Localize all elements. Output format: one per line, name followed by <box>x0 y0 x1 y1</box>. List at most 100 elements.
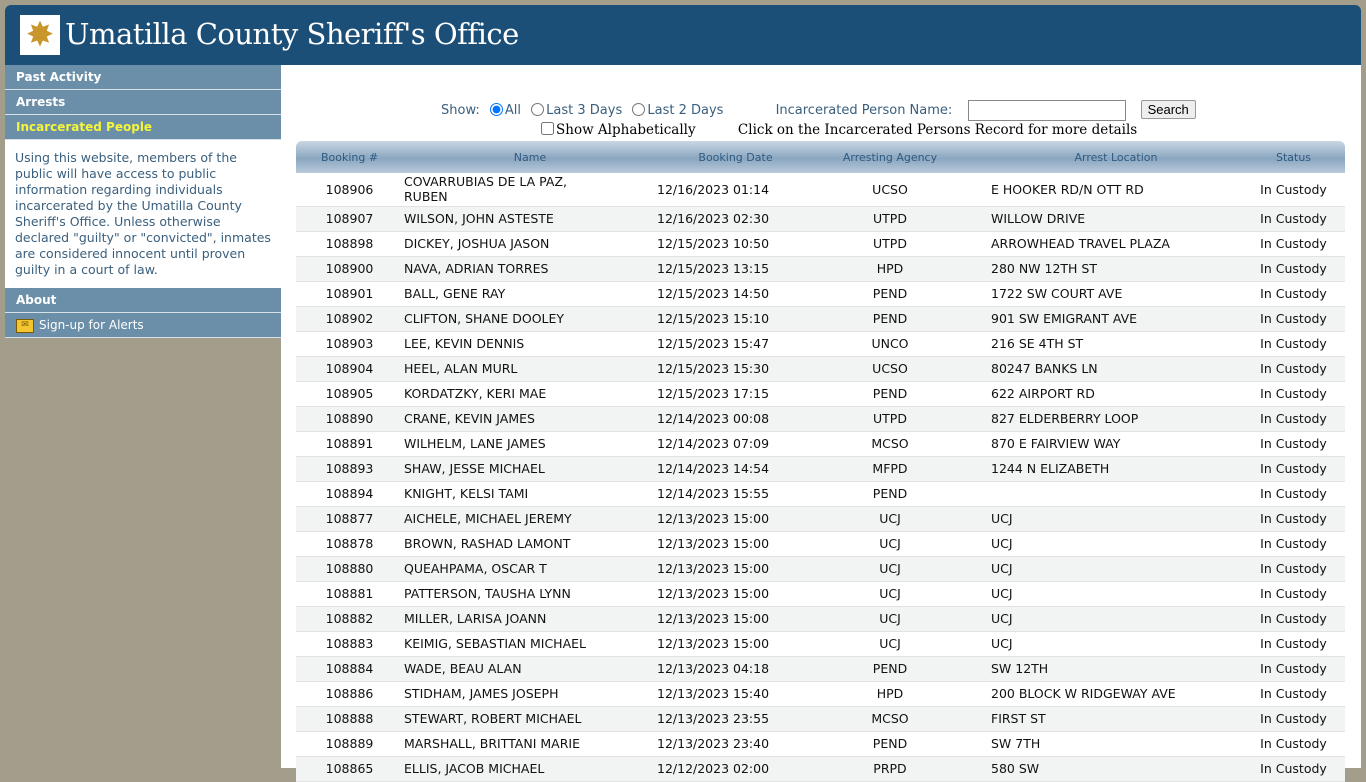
main-content: Show: All Last 3 Days Last 2 Days Incarc… <box>281 65 1361 782</box>
cell-arresting-agency: HPD <box>814 681 966 707</box>
cell-booking-number: 108886 <box>296 681 403 707</box>
table-row[interactable]: 108903 LEE, KEVIN DENNIS 12/15/2023 15:47 U… <box>296 331 1345 357</box>
cell-status: In Custody <box>1242 631 1345 657</box>
cell-arrest-location: 901 SW EMIGRANT AVE <box>966 306 1242 332</box>
cell-arresting-agency: MCSO <box>814 706 966 732</box>
table-row[interactable]: 108881 PATTERSON, TAUSHA LYNN 12/13/2023 1… <box>296 581 1345 607</box>
cell-booking-number: 108865 <box>296 756 403 782</box>
cell-arresting-agency: UCJ <box>814 506 966 532</box>
column-header-arresting-agency[interactable]: Arresting Agency <box>814 141 966 173</box>
table-row[interactable]: 108886 STIDHAM, JAMES JOSEPH 12/13/2023 15… <box>296 681 1345 707</box>
show-alphabetically-label: Show Alphabetically <box>556 122 696 138</box>
table-row[interactable]: 108884 WADE, BEAU ALAN 12/13/2023 04:18 PEN… <box>296 656 1345 682</box>
show-alphabetically-checkbox[interactable] <box>541 122 554 135</box>
search-button[interactable]: Search <box>1140 100 1196 119</box>
cell-booking-number: 108888 <box>296 706 403 732</box>
name-label: Incarcerated Person Name: <box>775 103 953 118</box>
table-row[interactable]: 108902 CLIFTON, SHANE DOOLEY 12/15/2023 15… <box>296 306 1345 332</box>
site-title: Umatilla County Sheriff's Office <box>65 17 519 51</box>
cell-status: In Custody <box>1242 431 1345 457</box>
cell-arresting-agency: PRPD <box>814 756 966 782</box>
table-row[interactable]: 108901 BALL, GENE RAY 12/15/2023 14:50 PEND… <box>296 281 1345 307</box>
cell-arresting-agency: UNCO <box>814 331 966 357</box>
cell-arrest-location: FIRST ST <box>966 706 1242 732</box>
table-row[interactable]: 108906 COVARRUBIAS DE LA PAZ, RUBEN 12/16/… <box>296 173 1345 207</box>
cell-arrest-location: SW 12TH <box>966 656 1242 682</box>
cell-booking-number: 108882 <box>296 606 403 632</box>
cell-arrest-location: UCJ <box>966 556 1242 582</box>
table-row[interactable]: 108890 CRANE, KEVIN JAMES 12/14/2023 00:08… <box>296 406 1345 432</box>
cell-name: AICHELE, MICHAEL JEREMY <box>403 506 657 532</box>
column-header-status[interactable]: Status <box>1242 141 1345 173</box>
cell-arresting-agency: UCJ <box>814 556 966 582</box>
sidebar-item-incarcerated-people[interactable]: Incarcerated People <box>5 115 281 140</box>
cell-arrest-location: UCJ <box>966 506 1242 532</box>
table-row[interactable]: 108891 WILHELM, LANE JAMES 12/14/2023 07:0… <box>296 431 1345 457</box>
table-row[interactable]: 108904 HEEL, ALAN MURL 12/15/2023 15:30 UCS… <box>296 356 1345 382</box>
cell-arrest-location: 200 BLOCK W RIDGEWAY AVE <box>966 681 1242 707</box>
table-row[interactable]: 108878 BROWN, RASHAD LAMONT 12/13/2023 15:… <box>296 531 1345 557</box>
column-header-name[interactable]: Name <box>403 141 657 173</box>
cell-booking-number: 108893 <box>296 456 403 482</box>
sidebar-item-alerts[interactable]: ✉ Sign-up for Alerts <box>5 313 281 338</box>
name-search-input[interactable] <box>968 100 1127 121</box>
cell-status: In Custody <box>1242 406 1345 432</box>
cell-name: COVARRUBIAS DE LA PAZ, RUBEN <box>403 173 657 207</box>
table-row[interactable]: 108888 STEWART, ROBERT MICHAEL 12/13/2023 … <box>296 706 1345 732</box>
cell-booking-date: 12/13/2023 15:00 <box>657 631 814 657</box>
cell-booking-date: 12/13/2023 15:00 <box>657 556 814 582</box>
cell-name: MARSHALL, BRITTANI MARIE <box>403 731 657 757</box>
cell-booking-number: 108905 <box>296 381 403 407</box>
info-text: Using this website, members of the publi… <box>5 140 281 288</box>
table-row[interactable]: 108907 WILSON, JOHN ASTESTE 12/16/2023 02:… <box>296 206 1345 232</box>
options-line: Show Alphabetically Click on the Incarce… <box>541 122 1137 138</box>
cell-booking-number: 108904 <box>296 356 403 382</box>
table-row[interactable]: 108898 DICKEY, JOSHUA JASON 12/15/2023 10:… <box>296 231 1345 257</box>
cell-arresting-agency: UCSO <box>814 173 966 207</box>
sidebar-item-past-activity[interactable]: Past Activity <box>5 65 281 90</box>
cell-booking-number: 108900 <box>296 256 403 282</box>
table-row[interactable]: 108877 AICHELE, MICHAEL JEREMY 12/13/2023 … <box>296 506 1345 532</box>
sidebar-item-arrests[interactable]: Arrests <box>5 90 281 115</box>
table-row[interactable]: 108880 QUEAHPAMA, OSCAR T 12/13/2023 15:00… <box>296 556 1345 582</box>
radio-last-3-days[interactable] <box>531 103 545 116</box>
table-row[interactable]: 108893 SHAW, JESSE MICHAEL 12/14/2023 14:5… <box>296 456 1345 482</box>
cell-status: In Custody <box>1242 756 1345 782</box>
cell-arresting-agency: MCSO <box>814 431 966 457</box>
cell-arresting-agency: UCJ <box>814 581 966 607</box>
column-header-booking-date[interactable]: Booking Date <box>657 141 814 173</box>
cell-arrest-location: UCJ <box>966 631 1242 657</box>
table-row[interactable]: 108889 MARSHALL, BRITTANI MARIE 12/13/2023… <box>296 731 1345 757</box>
cell-arrest-location: 827 ELDERBERRY LOOP <box>966 406 1242 432</box>
table-row[interactable]: 108882 MILLER, LARISA JOANN 12/13/2023 15:… <box>296 606 1345 632</box>
cell-booking-number: 108890 <box>296 406 403 432</box>
table-row[interactable]: 108883 KEIMIG, SEBASTIAN MICHAEL 12/13/202… <box>296 631 1345 657</box>
cell-arresting-agency: UCSO <box>814 356 966 382</box>
table-row[interactable]: 108905 KORDATZKY, KERI MAE 12/15/2023 17:1… <box>296 381 1345 407</box>
cell-name: KNIGHT, KELSI TAMI <box>403 481 657 507</box>
cell-booking-date: 12/16/2023 01:14 <box>657 173 814 207</box>
cell-arrest-location: 622 AIRPORT RD <box>966 381 1242 407</box>
cell-status: In Custody <box>1242 531 1345 557</box>
column-header-booking-number[interactable]: Booking # <box>296 141 403 173</box>
cell-arresting-agency: PEND <box>814 306 966 332</box>
cell-arresting-agency: PEND <box>814 381 966 407</box>
cell-name: DICKEY, JOSHUA JASON <box>403 231 657 257</box>
table-row[interactable]: 108894 KNIGHT, KELSI TAMI 12/14/2023 15:55… <box>296 481 1345 507</box>
radio-all[interactable] <box>489 103 503 116</box>
table-row[interactable]: 108900 NAVA, ADRIAN TORRES 12/15/2023 13:1… <box>296 256 1345 282</box>
cell-status: In Custody <box>1242 231 1345 257</box>
column-header-arrest-location[interactable]: Arrest Location <box>966 141 1242 173</box>
radio-last-2-days[interactable] <box>632 103 646 116</box>
table-row[interactable]: 108865 ELLIS, JACOB MICHAEL 12/12/2023 02:… <box>296 756 1345 782</box>
cell-name: WADE, BEAU ALAN <box>403 656 657 682</box>
cell-arrest-location: UCJ <box>966 531 1242 557</box>
cell-status: In Custody <box>1242 281 1345 307</box>
cell-arrest-location: 80247 BANKS LN <box>966 356 1242 382</box>
cell-name: CLIFTON, SHANE DOOLEY <box>403 306 657 332</box>
cell-status: In Custody <box>1242 706 1345 732</box>
sidebar-item-about[interactable]: About <box>5 288 281 313</box>
cell-booking-date: 12/15/2023 13:15 <box>657 256 814 282</box>
cell-booking-number: 108877 <box>296 506 403 532</box>
cell-booking-date: 12/14/2023 07:09 <box>657 431 814 457</box>
